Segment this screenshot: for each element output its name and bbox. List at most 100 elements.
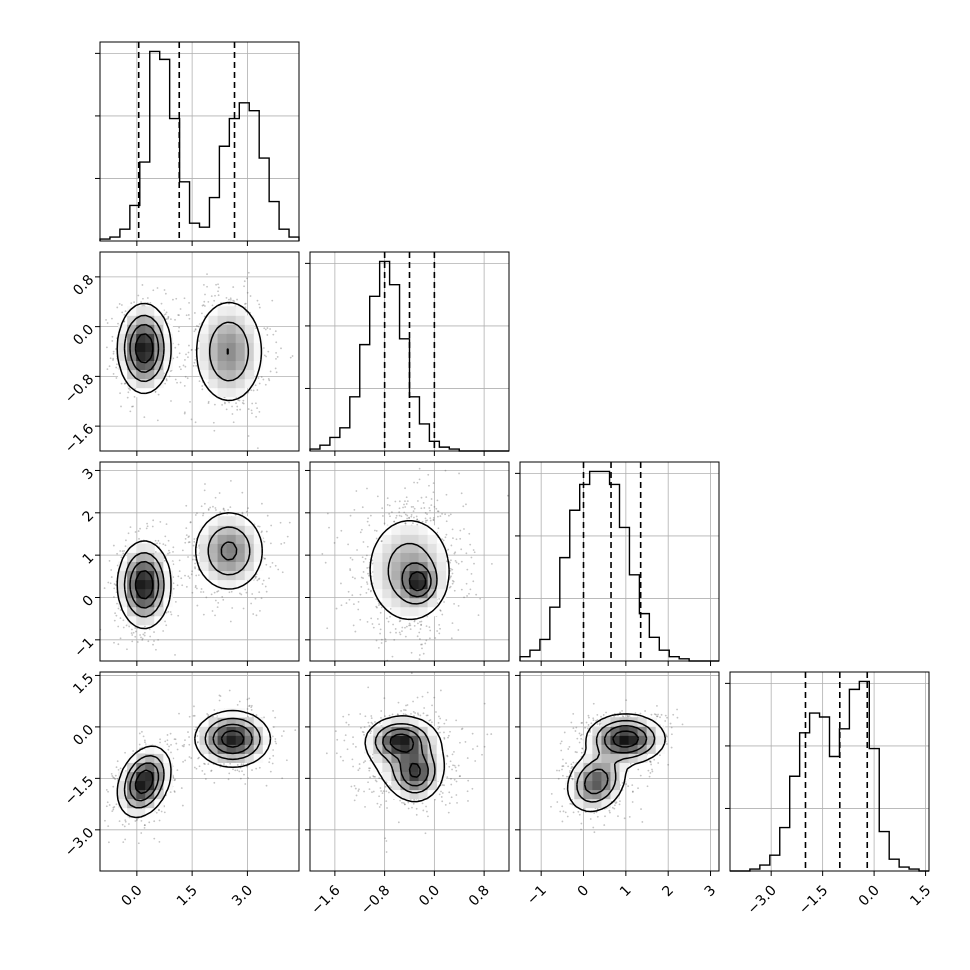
scatter-point — [379, 611, 382, 614]
scatter-point — [404, 506, 407, 508]
density-cell — [391, 525, 401, 535]
scatter-point — [340, 582, 342, 585]
density-cell — [127, 342, 137, 352]
scatter-point — [371, 562, 374, 565]
scatter-point — [260, 376, 263, 378]
scatter-point — [366, 581, 368, 584]
density-cell — [235, 552, 246, 562]
scatter-point — [417, 622, 419, 625]
scatter-point — [119, 637, 122, 640]
scatter-point — [455, 561, 458, 564]
scatter-point — [212, 421, 215, 424]
scatter-point — [146, 297, 149, 299]
scatter-point — [193, 555, 196, 557]
scatter-point — [362, 541, 365, 543]
density-cell — [217, 333, 228, 343]
scatter-point — [419, 628, 422, 630]
density-cell — [217, 315, 228, 325]
scatter-point — [416, 523, 419, 526]
scatter-point — [202, 512, 205, 515]
scatter-point — [408, 622, 411, 625]
density-cell — [418, 525, 429, 535]
scatter-point — [260, 531, 263, 534]
scatter-point — [405, 625, 408, 628]
density-cell — [409, 552, 420, 562]
scatter-point — [387, 620, 390, 623]
scatter-point — [386, 503, 389, 506]
scatter-point — [128, 625, 131, 628]
scatter-point — [146, 525, 149, 528]
scatter-point — [435, 507, 438, 510]
scatter-point — [145, 527, 148, 530]
scatter-point — [389, 515, 391, 518]
scatter-point — [389, 631, 392, 634]
scatter-point — [378, 623, 381, 626]
scatter-point — [124, 751, 126, 754]
scatter-point — [428, 507, 431, 509]
scatter-point — [168, 745, 170, 748]
panel-frame — [99, 461, 300, 662]
panel-frame — [729, 671, 930, 872]
scatter-point — [170, 751, 172, 754]
scatter-point — [395, 631, 397, 634]
panel-frame — [309, 461, 510, 662]
scatter-point — [366, 620, 369, 623]
scatter-point — [449, 570, 452, 572]
scatter-point — [254, 384, 257, 387]
scatter-point — [349, 568, 351, 570]
scatter-point — [221, 596, 224, 598]
density-cell — [400, 534, 410, 544]
panel-frame — [99, 41, 300, 242]
density-cell — [145, 780, 155, 791]
scatter-point — [169, 370, 172, 373]
scatter-point — [202, 591, 205, 593]
density-cell — [244, 342, 255, 352]
scatter-point — [185, 504, 188, 507]
scatter-point — [420, 496, 423, 499]
density-cell — [382, 579, 392, 590]
density-cell — [154, 744, 164, 754]
scatter-point — [217, 601, 220, 604]
scatter-point — [117, 607, 120, 610]
density-cell — [217, 708, 228, 718]
density-cell — [244, 378, 255, 389]
scatter-point — [201, 388, 204, 391]
density-cell — [163, 351, 173, 362]
scatter-point — [186, 377, 189, 380]
scatter-point — [112, 357, 115, 360]
scatter-point — [177, 575, 180, 578]
scatter-point — [252, 613, 255, 615]
scatter-point — [123, 825, 126, 828]
scatter-point — [418, 478, 421, 481]
scatter-point — [254, 577, 257, 579]
scatter-point — [147, 640, 150, 643]
scatter-point — [420, 624, 423, 626]
y-tick-label: 0.8 — [70, 272, 97, 299]
scatter-point — [324, 561, 327, 564]
scatter-point — [410, 651, 413, 654]
scatter-point — [251, 402, 254, 405]
density-cell — [391, 579, 401, 590]
density-cell — [163, 597, 173, 608]
scatter-point — [357, 608, 360, 611]
scatter-point — [195, 726, 198, 729]
density-cell — [154, 552, 164, 562]
density-cell — [235, 717, 246, 727]
scatter-point — [178, 712, 180, 715]
scatter-point — [141, 730, 143, 733]
scatter-point — [465, 582, 468, 585]
scatter-point — [213, 781, 216, 784]
scatter-point — [126, 648, 128, 651]
density-cell — [208, 543, 219, 553]
scatter-point — [257, 578, 260, 581]
scatter-point — [362, 577, 364, 580]
scatter-point — [137, 530, 140, 532]
scatter-point — [448, 586, 451, 589]
scatter-point — [103, 587, 106, 590]
scatter-point — [121, 823, 124, 826]
panel-frame — [519, 461, 720, 662]
density-cell — [136, 324, 146, 334]
scatter-point — [251, 593, 254, 595]
scatter-point — [123, 382, 126, 385]
density-cell — [253, 744, 264, 754]
